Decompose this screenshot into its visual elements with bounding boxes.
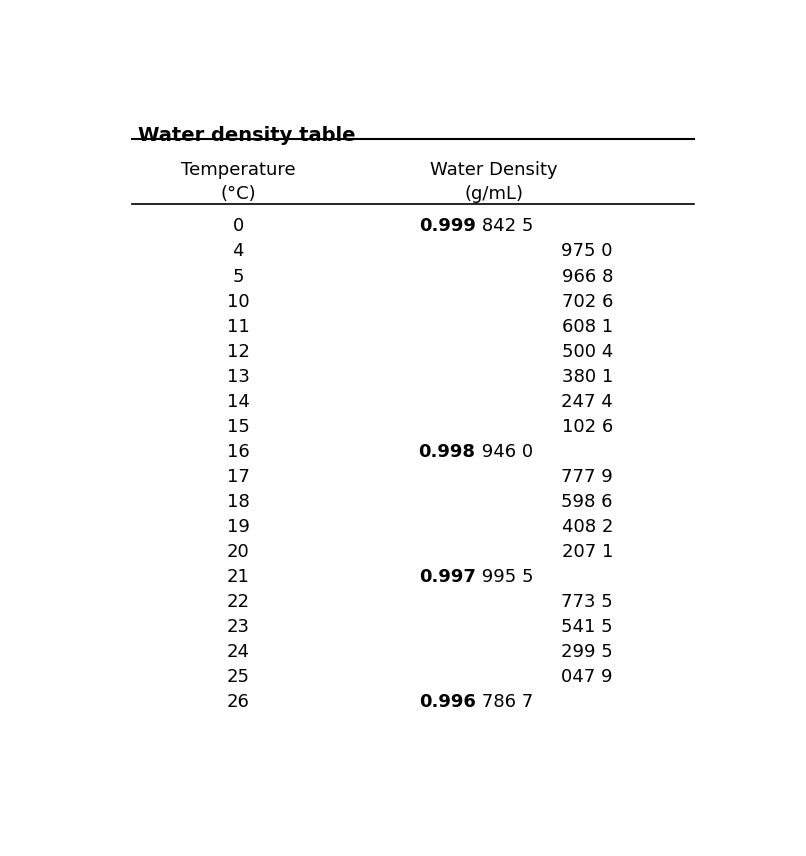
Text: 24: 24 — [226, 643, 250, 661]
Text: 299 5: 299 5 — [561, 643, 613, 661]
Text: 598 6: 598 6 — [562, 493, 613, 511]
Text: 23: 23 — [226, 618, 250, 636]
Text: 18: 18 — [226, 493, 250, 511]
Text: 13: 13 — [226, 368, 250, 386]
Text: 17: 17 — [226, 468, 250, 486]
Text: 22: 22 — [226, 593, 250, 611]
Text: 842 5: 842 5 — [476, 217, 533, 235]
Text: 20: 20 — [226, 543, 250, 561]
Text: 11: 11 — [226, 318, 250, 336]
Text: 702 6: 702 6 — [562, 293, 613, 311]
Text: 15: 15 — [226, 418, 250, 436]
Text: 12: 12 — [226, 342, 250, 360]
Text: Water density table: Water density table — [139, 126, 355, 145]
Text: 207 1: 207 1 — [562, 543, 613, 561]
Text: 102 6: 102 6 — [562, 418, 613, 436]
Text: 0: 0 — [233, 217, 243, 235]
Text: 19: 19 — [226, 518, 250, 536]
Text: 777 9: 777 9 — [561, 468, 613, 486]
Text: 14: 14 — [226, 393, 250, 411]
Text: 995 5: 995 5 — [476, 568, 533, 586]
Text: Temperature: Temperature — [181, 161, 296, 179]
Text: 16: 16 — [226, 443, 250, 461]
Text: 5: 5 — [232, 267, 244, 286]
Text: 975 0: 975 0 — [562, 242, 613, 260]
Text: 26: 26 — [226, 693, 250, 711]
Text: 966 8: 966 8 — [562, 267, 613, 286]
Text: 047 9: 047 9 — [562, 669, 613, 687]
Text: 946 0: 946 0 — [476, 443, 533, 461]
Text: 0.997: 0.997 — [418, 568, 476, 586]
Text: (g/mL): (g/mL) — [465, 185, 524, 203]
Text: 4: 4 — [232, 242, 244, 260]
Text: 0.999: 0.999 — [418, 217, 476, 235]
Text: 786 7: 786 7 — [476, 693, 533, 711]
Text: 25: 25 — [226, 669, 250, 687]
Text: (°C): (°C) — [220, 185, 256, 203]
Text: 500 4: 500 4 — [562, 342, 613, 360]
Text: 380 1: 380 1 — [562, 368, 613, 386]
Text: Water Density: Water Density — [430, 161, 558, 179]
Text: 773 5: 773 5 — [561, 593, 613, 611]
Text: 0.998: 0.998 — [418, 443, 476, 461]
Text: 408 2: 408 2 — [562, 518, 613, 536]
Text: 247 4: 247 4 — [561, 393, 613, 411]
Text: 608 1: 608 1 — [562, 318, 613, 336]
Text: 10: 10 — [226, 293, 250, 311]
Text: 21: 21 — [226, 568, 250, 586]
Text: 541 5: 541 5 — [561, 618, 613, 636]
Text: 0.996: 0.996 — [418, 693, 476, 711]
